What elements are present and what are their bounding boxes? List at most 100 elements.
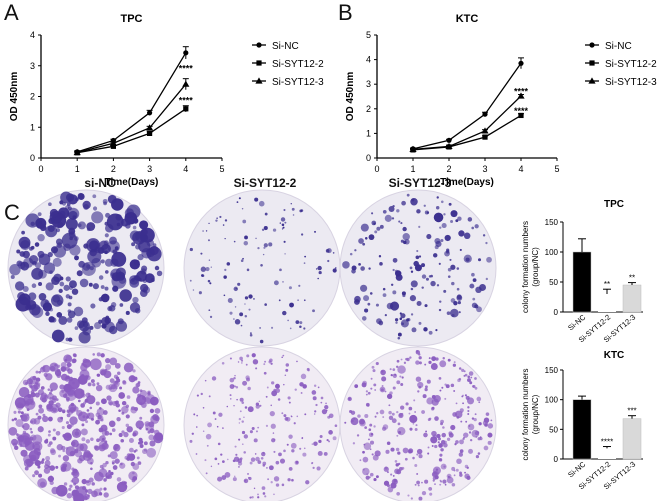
colony <box>389 391 393 395</box>
colony <box>260 456 264 460</box>
colony <box>238 417 242 421</box>
colony <box>459 449 464 453</box>
colony <box>92 353 95 356</box>
colony <box>314 410 317 413</box>
colony <box>396 410 399 414</box>
colony <box>332 436 337 441</box>
colony <box>434 416 439 421</box>
colony <box>49 465 56 471</box>
colony <box>117 371 121 375</box>
colony <box>90 303 96 309</box>
colony <box>287 319 289 322</box>
colony <box>418 321 422 325</box>
colony <box>430 363 438 370</box>
colony <box>52 407 57 413</box>
colony <box>232 477 237 482</box>
colony <box>399 312 402 315</box>
colony <box>81 423 85 427</box>
colony <box>373 383 377 387</box>
colony <box>263 371 267 375</box>
colony <box>114 362 121 369</box>
colony <box>392 290 397 295</box>
colony <box>368 476 371 479</box>
colony <box>474 224 479 229</box>
x-tick-label: 2 <box>446 164 451 174</box>
colony <box>239 397 244 402</box>
colony <box>388 404 391 407</box>
colony <box>38 473 43 478</box>
colony <box>78 331 91 344</box>
colony <box>21 230 25 235</box>
colony <box>66 424 72 430</box>
colony <box>418 356 422 360</box>
colony <box>398 462 401 466</box>
colony <box>298 284 301 287</box>
colony <box>447 275 451 278</box>
colony <box>397 336 401 340</box>
colony <box>237 361 240 363</box>
colony <box>472 385 476 389</box>
colony <box>395 273 403 281</box>
colony <box>234 319 241 325</box>
colony <box>126 426 133 433</box>
colony <box>247 406 254 413</box>
colony <box>262 464 266 467</box>
colony <box>135 382 140 388</box>
colony <box>390 447 395 452</box>
colony <box>401 376 404 379</box>
colony <box>262 451 265 455</box>
colony <box>266 386 269 389</box>
colony <box>364 414 369 419</box>
colony <box>67 389 75 397</box>
colony <box>421 481 423 484</box>
colony <box>400 319 409 328</box>
y-tick-label: 50 <box>549 425 558 434</box>
colony <box>456 287 460 291</box>
colony <box>239 356 243 361</box>
colony <box>121 430 125 434</box>
colony <box>240 324 243 327</box>
y-axis-label-line2: (group/NC) <box>531 394 540 434</box>
colony <box>364 426 368 429</box>
y-tick-label: 3 <box>366 79 371 89</box>
colony <box>327 415 331 419</box>
colony <box>292 214 295 216</box>
colony <box>460 420 463 423</box>
colony <box>407 494 410 497</box>
colony <box>450 210 458 218</box>
colony <box>305 480 310 485</box>
colony <box>421 286 424 289</box>
colony <box>325 409 328 412</box>
colony <box>402 233 410 241</box>
colony <box>95 419 100 425</box>
colony <box>324 405 329 410</box>
colony <box>380 369 386 376</box>
colony <box>300 233 304 236</box>
colony <box>467 423 475 431</box>
colony <box>352 442 356 445</box>
colony <box>15 296 31 312</box>
colony <box>131 278 135 282</box>
colony <box>415 349 419 353</box>
colony <box>398 413 403 417</box>
colony <box>65 205 70 210</box>
colony <box>354 384 359 389</box>
colony <box>57 364 61 368</box>
colony <box>417 484 420 487</box>
colony <box>351 268 356 274</box>
colony <box>81 317 88 324</box>
colony <box>20 403 24 408</box>
colony <box>369 440 375 445</box>
colony <box>210 465 213 468</box>
colony <box>217 442 221 446</box>
colony <box>211 376 217 381</box>
colony <box>65 276 71 282</box>
colony <box>48 202 52 207</box>
colony <box>291 478 294 482</box>
colony <box>379 409 385 415</box>
colony <box>434 444 438 449</box>
colony <box>414 463 418 467</box>
colony <box>237 465 240 468</box>
colony <box>92 194 97 199</box>
colony <box>126 453 131 458</box>
